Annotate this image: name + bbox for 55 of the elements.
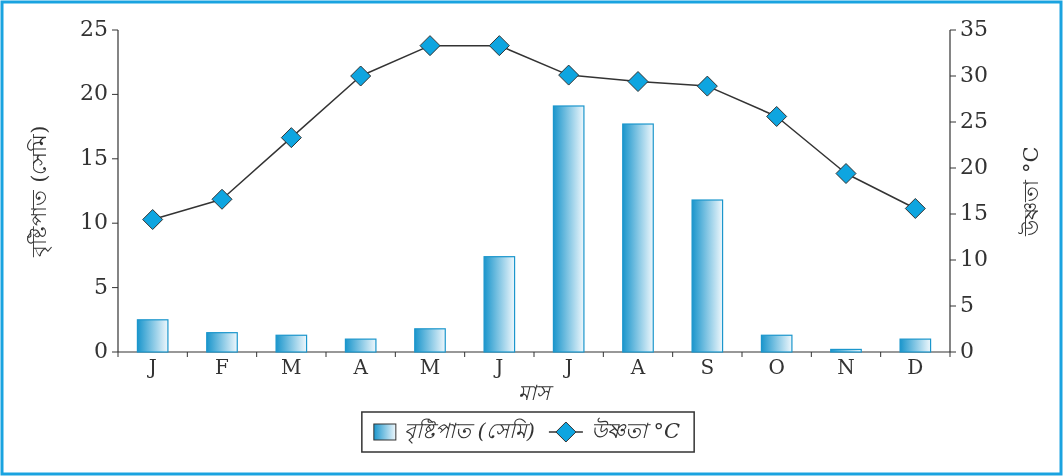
x-tick-label: A	[629, 355, 646, 379]
bar	[552, 105, 585, 353]
point	[627, 71, 649, 93]
x-tick-label: F	[215, 355, 230, 379]
point	[211, 188, 233, 210]
x-axis-title: মাস	[518, 381, 554, 405]
point	[350, 65, 372, 87]
bar	[414, 328, 446, 353]
bar	[830, 348, 862, 353]
y2-tick-label: 25	[960, 108, 988, 133]
point	[696, 75, 718, 97]
y2-tick-label: 20	[960, 154, 988, 179]
y-tick-label: 0	[94, 338, 108, 363]
x-tick-label: J	[146, 355, 157, 379]
y2-tick-label: 15	[960, 200, 988, 225]
point	[419, 35, 441, 57]
point	[142, 209, 164, 231]
legend-label: বৃষ্টিপাত (সেমি)	[403, 417, 535, 444]
point	[904, 197, 926, 219]
y-tick-label: 15	[80, 144, 108, 170]
bar	[899, 338, 932, 353]
legend-label: উষ্ণতা °C	[590, 416, 681, 443]
y-tick-label: 20	[80, 80, 108, 106]
y2-tick-label: 0	[960, 338, 974, 363]
x-tick-label: S	[700, 355, 715, 379]
x-tick-label: A	[352, 355, 369, 379]
y-tick-label: 5	[94, 273, 108, 299]
y2-tick-label: 35	[960, 16, 988, 41]
point	[280, 127, 302, 149]
y2-tick-label: 10	[960, 246, 988, 271]
point	[766, 105, 788, 127]
y2-axis-title: উষ্ণতা °C	[1018, 146, 1043, 237]
y-tick-label: 25	[80, 16, 108, 41]
point	[835, 163, 857, 185]
x-tick-label: D	[907, 355, 924, 379]
bar	[206, 332, 238, 353]
x-tick-label: N	[837, 355, 855, 379]
x-tick-label: O	[768, 355, 785, 379]
bar	[483, 256, 516, 353]
x-tick-label: M	[419, 355, 441, 379]
bar	[760, 334, 793, 353]
bar	[344, 338, 377, 353]
point	[488, 35, 510, 57]
bar	[622, 123, 654, 353]
bar	[275, 334, 308, 353]
x-tick-label: J	[562, 355, 573, 379]
y-axis-title: বৃষ্টিপাত (সেমি)	[27, 125, 52, 258]
bar	[691, 199, 724, 353]
point	[558, 64, 580, 86]
x-tick-label: M	[281, 355, 302, 379]
x-tick-label: J	[493, 355, 504, 379]
y-tick-label: 10	[80, 209, 108, 235]
bar	[136, 319, 169, 353]
y2-tick-label: 30	[960, 62, 988, 87]
y2-tick-label: 5	[960, 292, 974, 317]
